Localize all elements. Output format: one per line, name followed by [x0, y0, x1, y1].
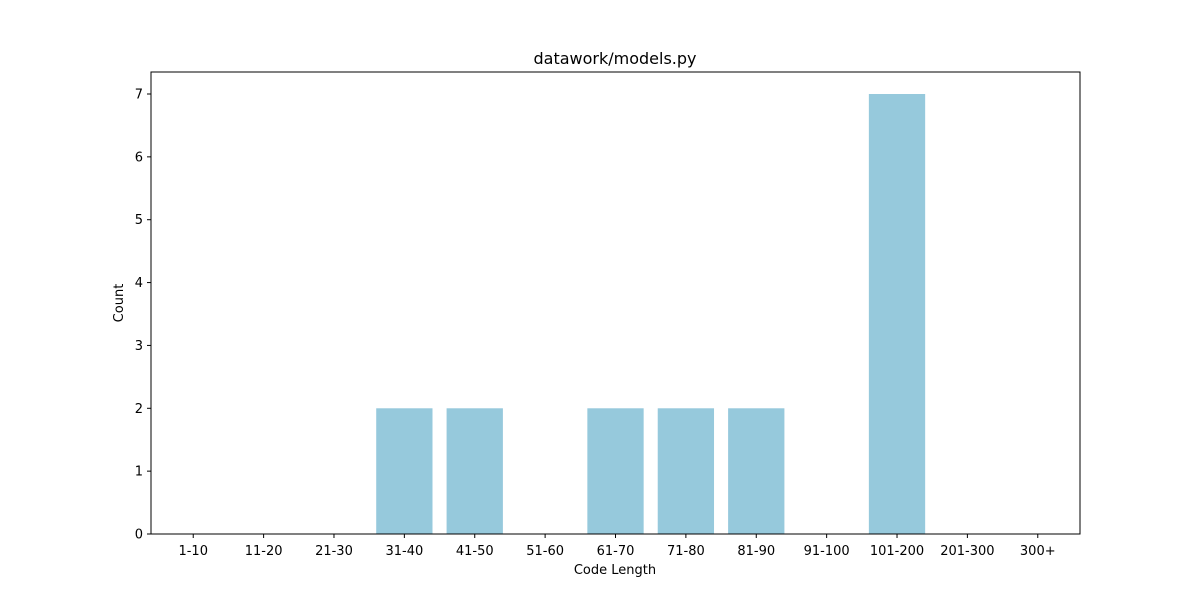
- x-tick-label: 51-60: [526, 544, 564, 559]
- x-tick-label: 101-200: [870, 544, 924, 559]
- x-tick-label: 1-10: [178, 544, 208, 559]
- bar-81-90: [728, 408, 785, 534]
- chart-title: datawork/models.py: [533, 49, 696, 68]
- x-tick-label: 31-40: [385, 544, 423, 559]
- x-tick-label: 41-50: [456, 544, 494, 559]
- bar-31-40: [376, 408, 433, 534]
- x-tick-label: 81-90: [737, 544, 775, 559]
- x-tick-label: 300+: [1020, 544, 1056, 559]
- x-axis: 1-10 11-20 21-30 31-40 41-50 51-60 61-70 71-80 8…: [178, 534, 1056, 559]
- x-tick-label: 91-100: [804, 544, 850, 559]
- y-tick-label: 3: [135, 339, 143, 354]
- x-tick-label: 21-30: [315, 544, 353, 559]
- x-tick-label: 71-80: [667, 544, 705, 559]
- bars-layer: [376, 94, 926, 534]
- y-tick-label: 1: [135, 465, 143, 480]
- bar-61-70: [587, 408, 644, 534]
- x-tick-label: 11-20: [245, 544, 283, 559]
- y-axis-label: Count: [112, 284, 127, 323]
- bar-71-80: [657, 408, 715, 534]
- x-axis-label: Code Length: [574, 563, 656, 578]
- bar-41-50: [446, 408, 503, 534]
- y-tick-label: 7: [135, 88, 143, 103]
- bar-101-200: [868, 94, 926, 534]
- x-tick-label: 61-70: [597, 544, 635, 559]
- y-axis: 0 1 2 3 4 5 6 7: [135, 88, 151, 543]
- x-tick-label: 201-300: [940, 544, 994, 559]
- y-tick-label: 4: [135, 276, 143, 291]
- y-tick-label: 2: [135, 402, 143, 417]
- y-tick-label: 5: [135, 213, 143, 228]
- y-tick-label: 0: [135, 528, 143, 543]
- y-tick-label: 6: [135, 150, 143, 165]
